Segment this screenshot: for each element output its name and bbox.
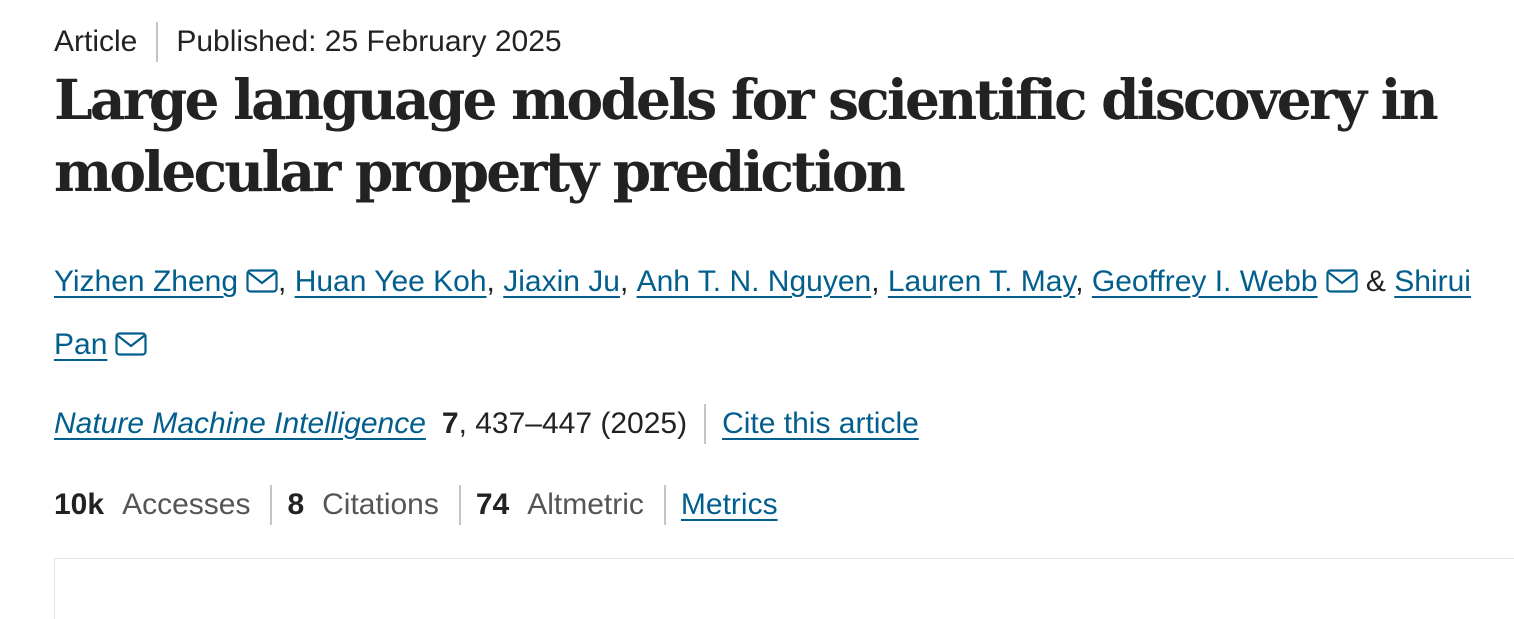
author-separator: & — [1357, 265, 1395, 298]
metrics-divider — [458, 485, 461, 525]
pages-year: , 437–447 (2025) — [458, 407, 688, 440]
article-type: Article — [54, 25, 138, 58]
citation-divider — [704, 404, 707, 444]
article-metrics: 10k Accesses 8 Citations 74 Altmetric Me… — [54, 485, 778, 525]
author-item: Geoffrey I. Webb & — [1092, 265, 1394, 298]
citations-count: 8 — [287, 488, 305, 521]
title-line-2: molecular property prediction — [54, 139, 906, 204]
author-separator: , — [871, 265, 888, 298]
author-link-geoffrey-webb[interactable]: Geoffrey I. Webb — [1091, 265, 1318, 298]
altmetric-label: Altmetric — [527, 488, 644, 521]
meta-divider — [156, 22, 159, 62]
metrics-link[interactable]: Metrics — [680, 488, 778, 521]
citation-info: Nature Machine Intelligence 7 , 437–447 … — [54, 404, 919, 444]
author-list: Yizhen Zheng, Huan Yee Koh, Jiaxin Ju, A… — [54, 250, 1494, 376]
accesses-label: Accesses — [122, 488, 251, 521]
author-item: Lauren T. May, — [888, 265, 1092, 298]
metrics-divider — [663, 485, 666, 525]
email-icon[interactable] — [246, 269, 278, 293]
published-date: Published: 25 February 2025 — [176, 25, 562, 58]
altmetric-score: 74 — [475, 488, 510, 521]
journal-volume: 7 — [441, 407, 459, 440]
email-icon[interactable] — [1325, 269, 1358, 293]
citations-label: Citations — [322, 488, 439, 521]
content-panel — [54, 558, 1514, 619]
article-meta: Article Published: 25 February 2025 — [54, 22, 562, 62]
author-item: Huan Yee Koh, — [295, 265, 504, 298]
accesses-count: 10k — [54, 488, 105, 521]
author-separator: , — [1075, 265, 1092, 298]
metrics-divider — [270, 485, 273, 525]
author-link-yizhen-zheng[interactable]: Yizhen Zheng — [54, 265, 239, 298]
author-separator: , — [486, 265, 504, 298]
title-line-1: Large language models for scientific dis… — [54, 67, 1439, 132]
author-link-anh-nguyen[interactable]: Anh T. N. Nguyen — [636, 265, 872, 298]
author-item: Anh T. N. Nguyen, — [637, 265, 888, 298]
author-item: Shirui Pan — [54, 265, 1471, 361]
author-separator: , — [278, 265, 295, 298]
journal-link[interactable]: Nature Machine Intelligence — [54, 407, 426, 440]
author-link-shirui-pan[interactable]: Shirui Pan — [54, 265, 1471, 361]
author-separator: , — [619, 265, 637, 298]
author-link-jiaxin-ju[interactable]: Jiaxin Ju — [503, 265, 620, 298]
email-icon[interactable] — [115, 332, 147, 356]
author-link-huan-yee-koh[interactable]: Huan Yee Koh — [294, 265, 487, 298]
cite-this-article-link[interactable]: Cite this article — [722, 407, 919, 440]
article-title: Large language models for scientific dis… — [54, 64, 1474, 208]
author-item: Jiaxin Ju, — [503, 265, 636, 298]
author-item: Yizhen Zheng, — [54, 265, 295, 298]
author-link-lauren-may[interactable]: Lauren T. May — [887, 265, 1076, 298]
